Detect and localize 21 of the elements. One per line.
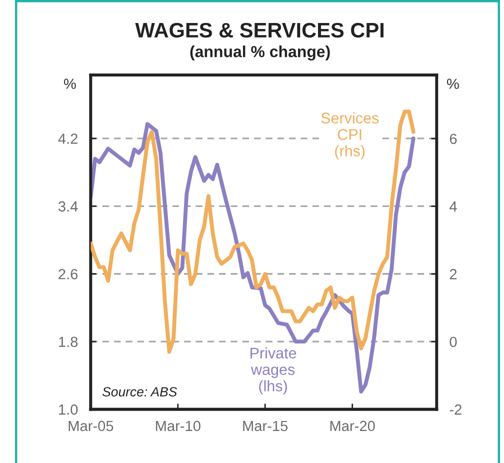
y-tick-label: 1.8: [59, 336, 78, 348]
y-tick-label: 1.0: [59, 404, 78, 415]
y-tick-label: 3.4: [58, 201, 78, 212]
series-label: Private wages (lhs): [250, 347, 296, 394]
x-tick-label: Mar-15: [243, 420, 288, 432]
y2-tick-label: 2: [450, 269, 457, 280]
y2-tick-label: 6: [450, 134, 457, 144]
y-tick-label: 2.6: [58, 268, 78, 280]
y-axis-title: %: [64, 78, 76, 89]
y2-tick-label: 0: [450, 336, 457, 348]
annotation: Source: ABS: [102, 387, 178, 396]
x-tick-label: Mar-10: [156, 420, 200, 432]
chart-title: WAGES & SERVICES CPI: [135, 22, 384, 38]
x-tick-label: Mar-20: [330, 420, 375, 432]
series-label: Services CPI (rhs): [321, 112, 379, 160]
y-tick-label: 4.2: [58, 134, 78, 144]
y2-tick-label: 4: [450, 202, 457, 212]
y2-axis-title: %: [447, 78, 459, 89]
x-tick-label: Mar-05: [68, 420, 114, 432]
y2-tick-label: -2: [450, 404, 462, 415]
chart-subtitle: (annual % change): [190, 46, 330, 60]
